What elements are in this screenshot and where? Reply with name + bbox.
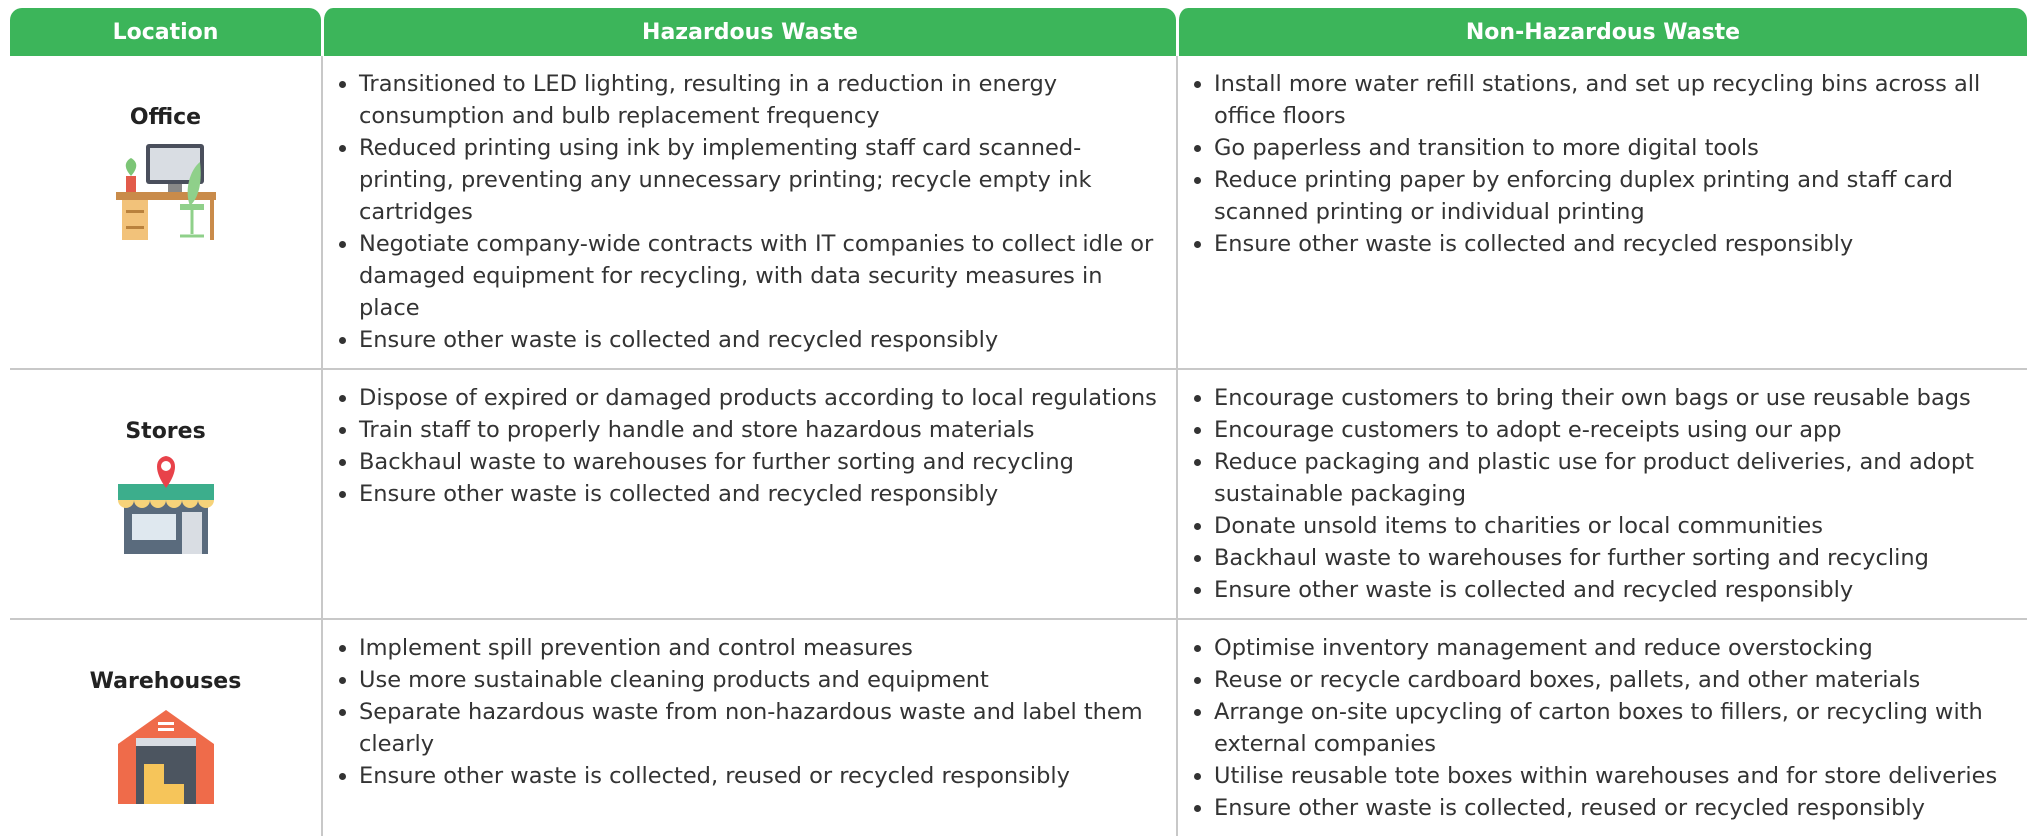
- store-icon: [117, 456, 214, 554]
- waste-table: Location Hazardous Waste Non-Hazardous Was…: [10, 8, 2027, 836]
- location-cell: Stores: [10, 370, 321, 620]
- bullet-item: Donate unsold items to charities or loca…: [1214, 510, 2009, 542]
- table-row: Stores Dispose of expired or damaged prod…: [10, 370, 2027, 620]
- bullet-item: Encourage customers to bring their own b…: [1214, 382, 2009, 414]
- location-cell: Office: [10, 56, 321, 370]
- non-hazardous-cell: Optimise inventory management and reduce…: [1176, 620, 2027, 836]
- bullet-item: Ensure other waste is collected and recy…: [1214, 228, 2009, 260]
- bullet-item: Ensure other waste is collected, reused …: [1214, 792, 2009, 824]
- table-body: Office Transitioned to LED lighting, resu…: [10, 56, 2027, 836]
- warehouse-icon: [117, 710, 214, 804]
- bullet-list: Optimise inventory management and reduce…: [1192, 632, 2009, 824]
- bullet-list: Encourage customers to bring their own b…: [1192, 382, 2009, 606]
- bullet-item: Backhaul waste to warehouses for further…: [1214, 542, 2009, 574]
- bullet-item: Go paperless and transition to more digi…: [1214, 132, 2009, 164]
- location-label: Stores: [125, 419, 206, 444]
- bullet-list: Dispose of expired or damaged products a…: [337, 382, 1158, 510]
- bullet-item: Reduced printing using ink by implementi…: [359, 132, 1158, 228]
- hazardous-cell: Implement spill prevention and control m…: [321, 620, 1176, 836]
- office-icon: [115, 144, 216, 240]
- bullet-list: Implement spill prevention and control m…: [337, 632, 1158, 792]
- column-header: Non-Hazardous Waste: [1176, 8, 2027, 56]
- hazardous-cell: Dispose of expired or damaged products a…: [321, 370, 1176, 620]
- bullet-item: Utilise reusable tote boxes within wareh…: [1214, 760, 2009, 792]
- location-label: Warehouses: [89, 669, 242, 694]
- bullet-item: Transitioned to LED lighting, resulting …: [359, 68, 1158, 132]
- bullet-item: Separate hazardous waste from non-hazard…: [359, 696, 1158, 760]
- header-row: Location Hazardous Waste Non-Hazardous Was…: [10, 8, 2027, 56]
- bullet-item: Reuse or recycle cardboard boxes, pallet…: [1214, 664, 2009, 696]
- page: Location Hazardous Waste Non-Hazardous Was…: [0, 0, 2037, 747]
- location-cell: Warehouses: [10, 620, 321, 836]
- non-hazardous-cell: Install more water refill stations, and …: [1176, 56, 2027, 370]
- bullet-item: Ensure other waste is collected and recy…: [359, 324, 1158, 356]
- bullet-item: Reduce packaging and plastic use for pro…: [1214, 446, 2009, 510]
- bullet-item: Ensure other waste is collected and recy…: [1214, 574, 2009, 606]
- column-header: Location: [10, 8, 321, 56]
- bullet-item: Ensure other waste is collected and recy…: [359, 478, 1158, 510]
- location-label: Office: [129, 105, 202, 130]
- hazardous-cell: Transitioned to LED lighting, resulting …: [321, 56, 1176, 370]
- bullet-item: Arrange on-site upcycling of carton boxe…: [1214, 696, 2009, 760]
- bullet-list: Transitioned to LED lighting, resulting …: [337, 68, 1158, 356]
- bullet-list: Install more water refill stations, and …: [1192, 68, 2009, 260]
- bullet-item: Implement spill prevention and control m…: [359, 632, 1158, 664]
- bullet-item: Negotiate company-wide contracts with IT…: [359, 228, 1158, 324]
- bullet-item: Install more water refill stations, and …: [1214, 68, 2009, 132]
- table-row: Office Transitioned to LED lighting, resu…: [10, 56, 2027, 370]
- table-row: Warehouses Implement spill prevention and…: [10, 620, 2027, 836]
- table-header: Location Hazardous Waste Non-Hazardous Was…: [10, 8, 2027, 56]
- bullet-item: Backhaul waste to warehouses for further…: [359, 446, 1158, 478]
- bullet-item: Reduce printing paper by enforcing duple…: [1214, 164, 2009, 228]
- bullet-item: Optimise inventory management and reduce…: [1214, 632, 2009, 664]
- bullet-item: Ensure other waste is collected, reused …: [359, 760, 1158, 792]
- bullet-item: Use more sustainable cleaning products a…: [359, 664, 1158, 696]
- bullet-item: Dispose of expired or damaged products a…: [359, 382, 1158, 414]
- non-hazardous-cell: Encourage customers to bring their own b…: [1176, 370, 2027, 620]
- bullet-item: Train staff to properly handle and store…: [359, 414, 1158, 446]
- column-header: Hazardous Waste: [321, 8, 1176, 56]
- bullet-item: Encourage customers to adopt e-receipts …: [1214, 414, 2009, 446]
